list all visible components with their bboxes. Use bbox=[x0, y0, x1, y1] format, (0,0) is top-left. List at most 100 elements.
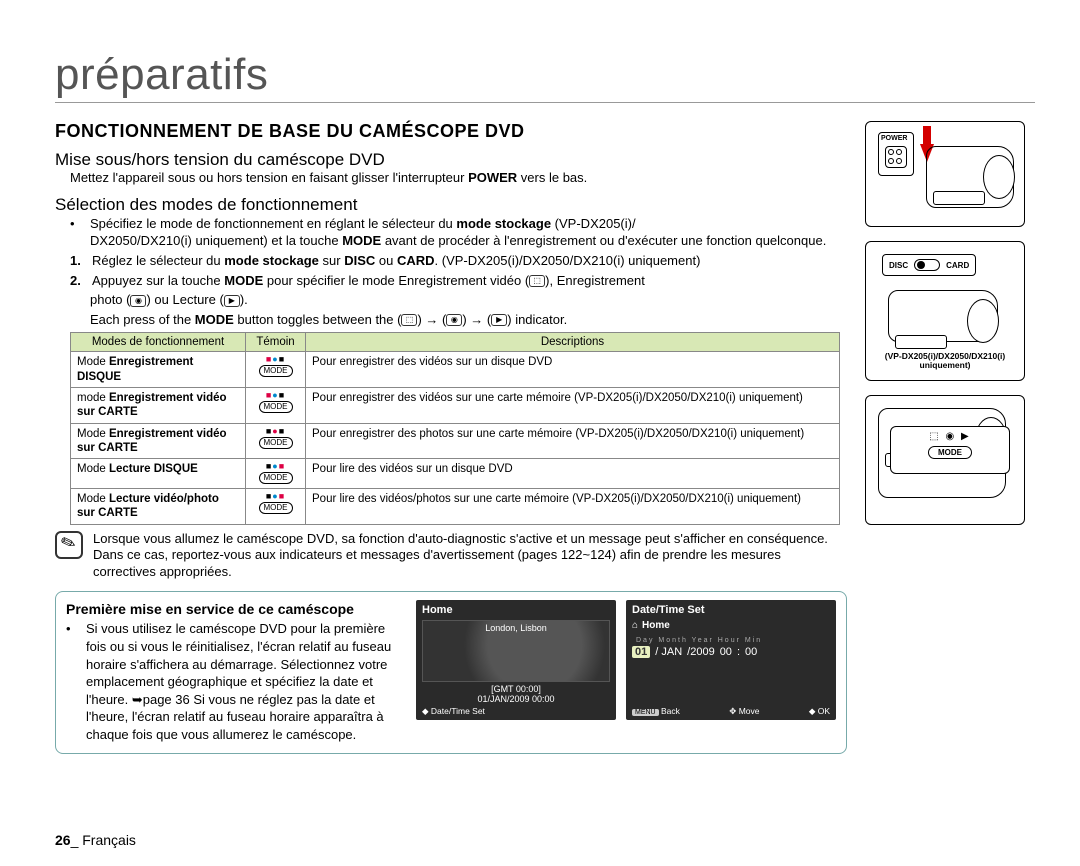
footer-ok[interactable]: ◆ OK bbox=[809, 706, 830, 717]
step2-line2: photo (◉) ou Lecture (▶). bbox=[90, 291, 847, 309]
text: ) → ( bbox=[417, 312, 446, 327]
text: vers le bas. bbox=[517, 170, 587, 185]
home-label: Home bbox=[642, 620, 670, 631]
step2: Appuyez sur la touche MODE pour spécifie… bbox=[92, 272, 645, 290]
th-desc: Descriptions bbox=[306, 333, 840, 352]
bold: DISC bbox=[344, 253, 375, 268]
diagram-power: POWER bbox=[865, 121, 1025, 227]
camera-outline bbox=[926, 146, 1014, 208]
screen-title: Date/Time Set bbox=[632, 604, 830, 616]
sub1-body: Mettez l'appareil sous ou hors tension e… bbox=[70, 170, 847, 187]
text: ). bbox=[240, 292, 248, 307]
table-row: Mode Lecture vidéo/photo sur CARTE ■●■MO… bbox=[71, 488, 840, 524]
switch-icon bbox=[914, 259, 940, 271]
th-icon: Témoin bbox=[246, 333, 306, 352]
mode-panel: ⬚ ◉ ▶ MODE bbox=[890, 426, 1010, 474]
text: ) ou Lecture ( bbox=[146, 292, 223, 307]
page-lang: _ Français bbox=[71, 832, 136, 848]
sub2-title: Sélection des modes de fonctionnement bbox=[55, 195, 847, 215]
storage-selector: DISC CARD bbox=[882, 254, 976, 276]
icon-cell: ■●■MODE bbox=[246, 459, 306, 488]
bold: mode stockage bbox=[456, 216, 551, 231]
year-field: /2009 bbox=[687, 646, 715, 658]
gmt-label: [GMT 00:00] bbox=[422, 684, 610, 694]
icon-cell: ■●■MODE bbox=[246, 423, 306, 459]
diagram-mode: ⬚ ◉ ▶ MODE bbox=[865, 395, 1025, 525]
screen-datetime: Date/Time Set ⌂Home Day Month Year Hour … bbox=[626, 600, 836, 720]
colon: : bbox=[737, 646, 740, 658]
power-label: POWER bbox=[881, 135, 911, 142]
mode-button: MODE bbox=[928, 446, 972, 459]
icon-cell: ■●■MODE bbox=[246, 488, 306, 524]
photo-icon: ◉ bbox=[130, 295, 146, 307]
text: Mode bbox=[77, 356, 109, 368]
month-field: / JAN bbox=[655, 646, 682, 658]
page-num-value: 26 bbox=[55, 832, 71, 848]
desc: Pour enregistrer des vidéos sur un disqu… bbox=[306, 352, 840, 388]
footer-back[interactable]: MENU Back bbox=[632, 706, 680, 717]
bold: MODE bbox=[224, 273, 263, 288]
note-icon bbox=[55, 531, 83, 559]
sub1-title: Mise sous/hors tension du caméscope DVD bbox=[55, 150, 847, 170]
play-icon: ▶ bbox=[224, 295, 240, 307]
text: ou bbox=[375, 253, 397, 268]
table-row: mode Enregistrement vidéo sur CARTE ■●■M… bbox=[71, 387, 840, 423]
text: DX2050/DX210(i) uniquement) et la touche bbox=[90, 233, 342, 248]
footer-move[interactable]: ✥ Move bbox=[729, 706, 759, 717]
city-label: London, Lisbon bbox=[423, 623, 609, 633]
bullet-mark: • bbox=[70, 215, 84, 250]
desc: Pour enregistrer des photos sur une cart… bbox=[306, 423, 840, 459]
step1: Réglez le sélecteur du mode stockage sur… bbox=[92, 252, 700, 270]
day-field[interactable]: 01 bbox=[632, 646, 650, 658]
card-label: CARD bbox=[946, 261, 969, 270]
desc: Pour lire des vidéos/photos sur une cart… bbox=[306, 488, 840, 524]
play-icon: ▶ bbox=[491, 314, 507, 326]
bold: MODE bbox=[195, 312, 234, 327]
screen-title: Home bbox=[422, 604, 610, 616]
page-number: 26_ Français bbox=[55, 832, 136, 848]
diagram-storage: DISC CARD (VP-DX205(i)/DX2050/DX210(i) u… bbox=[865, 241, 1025, 381]
step-num-2: 2. bbox=[70, 272, 86, 290]
step-num-1: 1. bbox=[70, 252, 86, 270]
step2-line3: Each press of the MODE button toggles be… bbox=[90, 311, 847, 329]
section-heading: FONCTIONNEMENT DE BASE DU CAMÉSCOPE DVD bbox=[55, 121, 847, 142]
text: (VP-DX205(i)/ bbox=[551, 216, 636, 231]
text: ) indicator. bbox=[507, 312, 567, 327]
text: Appuyez sur la touche bbox=[92, 273, 224, 288]
text: sur bbox=[319, 253, 344, 268]
th-mode: Modes de fonctionnement bbox=[71, 333, 246, 352]
camera-outline bbox=[888, 290, 998, 342]
min-field: 00 bbox=[745, 646, 757, 658]
text: Mettez l'appareil sous ou hors tension e… bbox=[70, 170, 468, 185]
text: ), Enregistrement bbox=[545, 273, 645, 288]
firstuse-title: Première mise en service de ce caméscope bbox=[66, 600, 406, 618]
bold: MODE bbox=[342, 233, 381, 248]
power-switch: POWER bbox=[878, 132, 914, 176]
diagram-caption: (VP-DX205(i)/DX2050/DX210(i) uniquement) bbox=[872, 352, 1018, 371]
icon-cell: ■●■MODE bbox=[246, 352, 306, 388]
screen-home: Home London, Lisbon [GMT 00:00] 01/JAN/2… bbox=[416, 600, 616, 720]
note-text: Lorsque vous allumez le caméscope DVD, s… bbox=[93, 531, 847, 582]
video-icon: ⬚ bbox=[529, 275, 545, 287]
text: Mode bbox=[77, 493, 109, 505]
text: Spécifiez le mode de fonctionnement en r… bbox=[90, 216, 456, 231]
firstuse-body: Si vous utilisez le caméscope DVD pour l… bbox=[86, 620, 406, 743]
text: avant de procéder à l'enregistrement ou … bbox=[381, 233, 826, 248]
text: Mode bbox=[77, 463, 109, 475]
date-label: 01/JAN/2009 00:00 bbox=[422, 694, 610, 704]
text: Réglez le sélecteur du bbox=[92, 253, 224, 268]
text: . (VP-DX205(i)/DX2050/DX210(i) uniquemen… bbox=[435, 253, 701, 268]
text: Mode bbox=[77, 428, 109, 440]
world-map: London, Lisbon bbox=[422, 620, 610, 682]
text: mode bbox=[77, 392, 109, 404]
text: ) → ( bbox=[462, 312, 491, 327]
icon-cell: ■●■MODE bbox=[246, 387, 306, 423]
table-row: Mode Lecture DISQUE ■●■MODE Pour lire de… bbox=[71, 459, 840, 488]
bold: Lecture DISQUE bbox=[109, 463, 198, 475]
bullet1: Spécifiez le mode de fonctionnement en r… bbox=[90, 215, 826, 250]
photo-icon: ◉ bbox=[446, 314, 462, 326]
footer-left: ◆ Date/Time Set bbox=[422, 706, 485, 717]
fields-header: Day Month Year Hour Min bbox=[636, 637, 830, 644]
disc-label: DISC bbox=[889, 261, 908, 270]
desc: Pour enregistrer des vidéos sur une cart… bbox=[306, 387, 840, 423]
